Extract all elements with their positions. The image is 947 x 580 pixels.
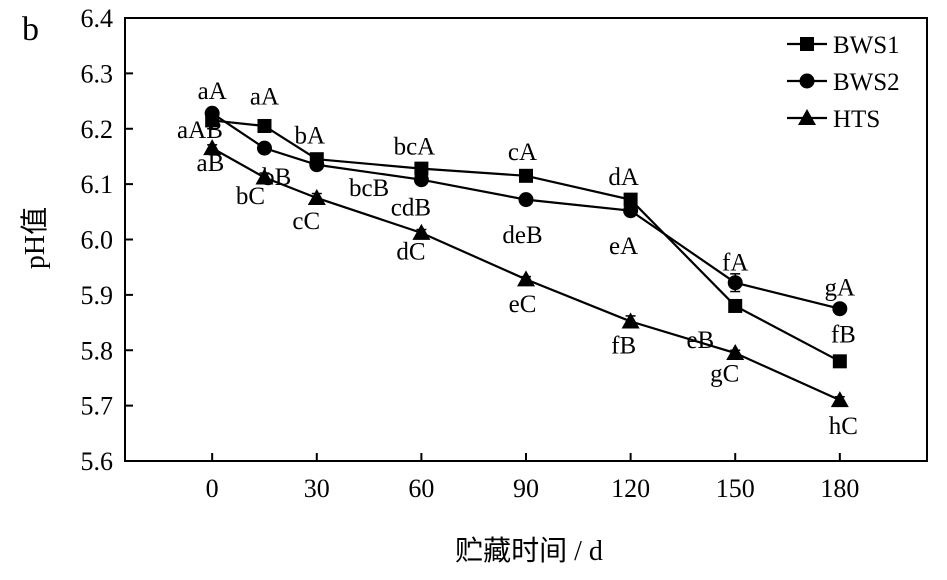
data-point-hts <box>726 344 745 361</box>
data-point-hts <box>517 270 535 287</box>
significance-label: deB <box>502 222 542 249</box>
y-tick-label: 6.4 <box>81 4 114 33</box>
legend: BWS1 BWS2 HTS <box>787 32 900 133</box>
significance-label: cdB <box>391 194 431 221</box>
legend-item-bws2: BWS2 <box>787 69 900 96</box>
series-line-bws1 <box>212 119 841 363</box>
data-point-hts <box>307 188 326 205</box>
data-point-bws1 <box>728 298 743 313</box>
y-tick-label: 5.8 <box>81 336 114 365</box>
significance-label: gA <box>825 275 856 302</box>
data-point-bws2 <box>256 140 272 156</box>
data-point-bws2 <box>727 275 743 291</box>
series-line-bws2 <box>211 112 841 310</box>
data-point-bws2 <box>204 105 220 121</box>
x-tick-label: 30 <box>304 474 330 503</box>
significance-label: fA <box>722 250 748 277</box>
series-layer <box>203 105 849 408</box>
significance-label: aA <box>198 78 227 105</box>
significance-label: fB <box>611 333 636 360</box>
x-axis-title: 贮藏时间 / d <box>455 535 603 567</box>
significance-label: cC <box>292 208 320 235</box>
data-point-bws1 <box>257 118 272 133</box>
significance-label: aAB <box>177 117 223 144</box>
legend-marker-bws1 <box>800 37 814 51</box>
x-tick-label: 60 <box>408 474 434 503</box>
significance-label: aA <box>250 84 279 111</box>
x-tick-label: 0 <box>206 474 219 503</box>
series-hts <box>203 139 849 408</box>
significance-label: eB <box>686 327 714 354</box>
significance-label: dA <box>608 164 639 191</box>
x-tick-label: 120 <box>611 474 650 503</box>
legend-marker-bws2 <box>799 73 815 89</box>
y-tick-label: 5.9 <box>81 281 114 310</box>
data-point-hts <box>203 139 222 156</box>
significance-label: bB <box>262 164 291 191</box>
data-point-hts <box>830 391 849 408</box>
data-point-bws2 <box>832 301 848 317</box>
y-axis-ticks: 5.6 5.7 5.8 5.9 6.0 6.1 6.2 6.3 6.4 <box>81 4 133 476</box>
data-point-bws1 <box>414 161 429 176</box>
panel-label: b <box>22 11 39 48</box>
x-tick-label: 150 <box>716 474 755 503</box>
y-axis-title: pH值 <box>19 207 51 269</box>
y-tick-label: 6.0 <box>81 226 114 255</box>
significance-label: bcB <box>349 175 389 202</box>
significance-label: dC <box>396 239 425 266</box>
legend-label-hts: HTS <box>833 106 880 133</box>
significance-label: eC <box>509 291 537 318</box>
data-point-bws2 <box>413 172 429 188</box>
significance-label: gC <box>710 360 739 387</box>
x-axis-ticks: 0 30 60 90 120 150 180 <box>206 453 859 503</box>
significance-label: eA <box>609 233 638 260</box>
y-tick-label: 6.1 <box>81 170 114 199</box>
data-point-bws1 <box>832 354 847 369</box>
series-bws2 <box>204 105 848 317</box>
significance-label: bC <box>236 183 265 210</box>
legend-item-hts: HTS <box>787 106 880 133</box>
data-point-bws1 <box>519 168 533 183</box>
legend-label-bws2: BWS2 <box>833 69 900 96</box>
data-point-hts <box>621 312 640 329</box>
y-tick-label: 5.7 <box>81 392 114 421</box>
significance-label: fB <box>831 322 856 349</box>
significance-label: aB <box>197 150 225 177</box>
significance-label: bcA <box>394 133 436 160</box>
legend-item-bws1: BWS1 <box>787 32 900 59</box>
data-point-hts <box>255 168 274 185</box>
y-tick-label: 6.3 <box>81 59 114 88</box>
legend-marker-hts <box>798 109 816 125</box>
y-tick-label: 6.2 <box>81 115 114 144</box>
series-line-hts <box>211 147 841 402</box>
significance-label: cA <box>508 139 537 166</box>
legend-label-bws1: BWS1 <box>833 32 900 59</box>
data-point-bws2 <box>518 192 534 208</box>
significance-label: bA <box>295 122 326 149</box>
data-point-bws2 <box>309 157 325 173</box>
data-point-hts <box>412 223 431 240</box>
data-point-bws2 <box>623 203 639 219</box>
x-tick-label: 90 <box>513 474 539 503</box>
x-tick-label: 180 <box>820 474 859 503</box>
significance-label: hC <box>829 413 858 440</box>
data-point-bws1 <box>623 192 638 207</box>
y-tick-label: 5.6 <box>81 447 114 476</box>
